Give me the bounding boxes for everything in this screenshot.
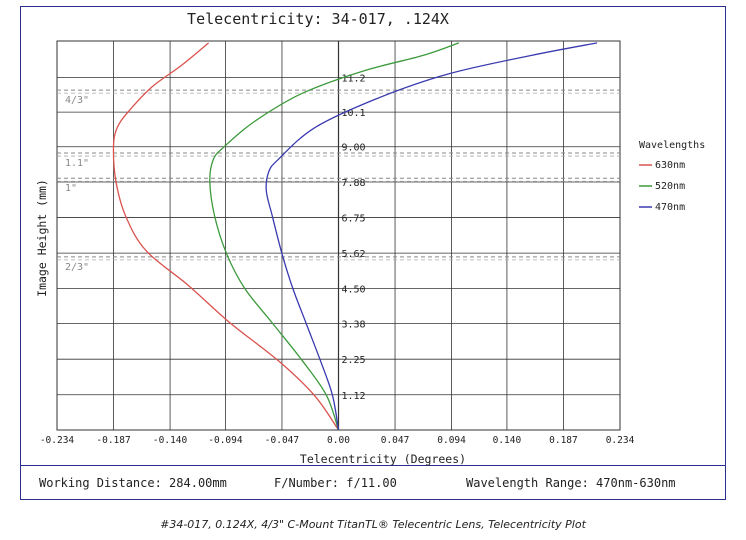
- x-tick-label: 0.140: [493, 435, 522, 446]
- x-tick-label: 0.187: [549, 435, 578, 446]
- sensor-format-label: 4/3": [65, 95, 89, 106]
- series-line-470nm: [265, 42, 598, 430]
- wavelength-range: Wavelength Range: 470nm-630nm: [466, 476, 676, 490]
- y-tick-label: 9.00: [342, 143, 366, 154]
- legend-entry-520nm: 520nm: [655, 181, 685, 192]
- y-tick-label: 3.38: [342, 320, 366, 331]
- series-line-520nm: [209, 42, 460, 430]
- y-tick-label: 7.88: [342, 178, 366, 189]
- working-distance: Working Distance: 284.00mm: [39, 476, 227, 490]
- x-tick-label: -0.234: [40, 435, 75, 446]
- specs-footer: Working Distance: 284.00mm F/Number: f/1…: [20, 466, 726, 500]
- legend-title: Wavelengths: [639, 140, 705, 151]
- series-line-630nm: [112, 42, 340, 430]
- y-tick-label: 4.50: [342, 284, 366, 295]
- x-tick-label: 0.047: [381, 435, 410, 446]
- x-tick-label: 0.094: [437, 435, 466, 446]
- sensor-format-label: 2/3": [65, 262, 89, 273]
- legend-entry-630nm: 630nm: [655, 160, 685, 171]
- x-tick-label: -0.140: [153, 435, 188, 446]
- legend-entry-470nm: 470nm: [655, 202, 685, 213]
- x-tick-label: -0.187: [96, 435, 130, 446]
- x-tick-label: -0.094: [208, 435, 243, 446]
- x-tick-label: 0.234: [606, 435, 635, 446]
- x-axis-label: Telecentricity (Degrees): [300, 452, 466, 466]
- y-tick-label: 5.62: [342, 249, 366, 260]
- sensor-format-label: 1": [65, 183, 77, 194]
- y-tick-label: 2.25: [342, 355, 366, 366]
- y-tick-label: 11.2: [342, 74, 366, 85]
- f-number: F/Number: f/11.00: [274, 476, 397, 490]
- y-tick-label: 1.12: [342, 391, 366, 402]
- telecentricity-chart: 4/3" 1.1" 1" 2/3" -0.234 -0.187 -0.140 -0.094 -0…: [35, 10, 705, 466]
- figure-caption: #34-017, 0.124X, 4/3" C-Mount TitanTL® T…: [160, 518, 586, 531]
- y-tick-label: 10.1: [342, 108, 366, 119]
- sensor-format-label: 1.1": [65, 158, 89, 169]
- y-tick-label: 6.75: [342, 214, 366, 225]
- y-axis-label: Image Height (mm): [35, 179, 49, 297]
- x-tick-label: 0.00: [327, 435, 350, 446]
- x-tick-label: -0.047: [265, 435, 299, 446]
- chart-title: Telecentricity: 34-017, .124X: [187, 10, 449, 28]
